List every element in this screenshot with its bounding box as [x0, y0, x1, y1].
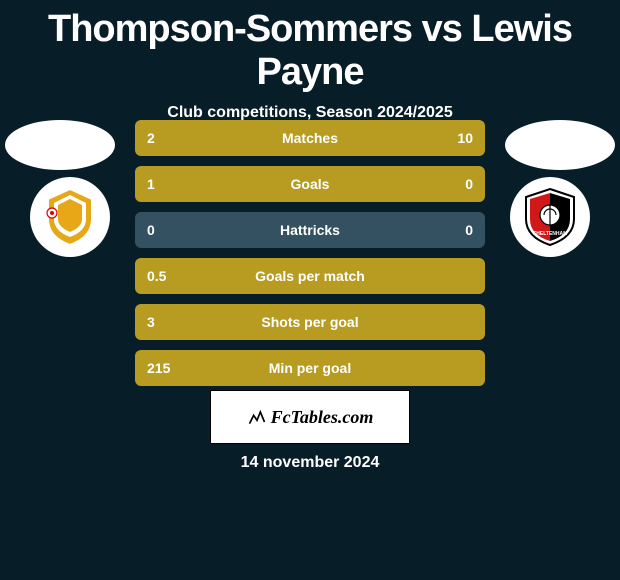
player-left-avatar	[5, 120, 115, 170]
stat-row: 210Matches	[135, 120, 485, 156]
footer-date: 14 november 2024	[0, 454, 620, 472]
stat-row: 10Goals	[135, 166, 485, 202]
page-title: Thompson-Sommers vs Lewis Payne	[0, 0, 620, 94]
stat-value-left: 1	[147, 166, 155, 202]
bar-left	[135, 304, 485, 340]
bar-left	[135, 120, 195, 156]
stats-rows: 210Matches10Goals00Hattricks0.5Goals per…	[135, 120, 485, 396]
bar-left	[135, 166, 485, 202]
branding-badge: FcTables.com	[210, 390, 410, 444]
cheltenham-town-logo: CHELTENHAM	[510, 177, 590, 257]
stat-value-left: 0.5	[147, 258, 166, 294]
stat-value-right: 0	[465, 166, 473, 202]
stat-value-left: 215	[147, 350, 170, 386]
stat-value-right: 0	[465, 212, 473, 248]
player-right-avatar	[505, 120, 615, 170]
branding-text: FcTables.com	[271, 407, 374, 428]
bar-right	[195, 120, 486, 156]
svg-text:CHELTENHAM: CHELTENHAM	[533, 231, 568, 237]
stat-row: 3Shots per goal	[135, 304, 485, 340]
bar-left	[135, 350, 485, 386]
stat-row: 215Min per goal	[135, 350, 485, 386]
stat-value-left: 0	[147, 212, 155, 248]
bar-left	[135, 212, 485, 248]
bar-left	[135, 258, 485, 294]
stat-value-left: 3	[147, 304, 155, 340]
stat-value-left: 2	[147, 120, 155, 156]
mk-dons-logo	[30, 177, 110, 257]
stat-row: 0.5Goals per match	[135, 258, 485, 294]
stat-value-right: 10	[457, 120, 473, 156]
stat-row: 00Hattricks	[135, 212, 485, 248]
